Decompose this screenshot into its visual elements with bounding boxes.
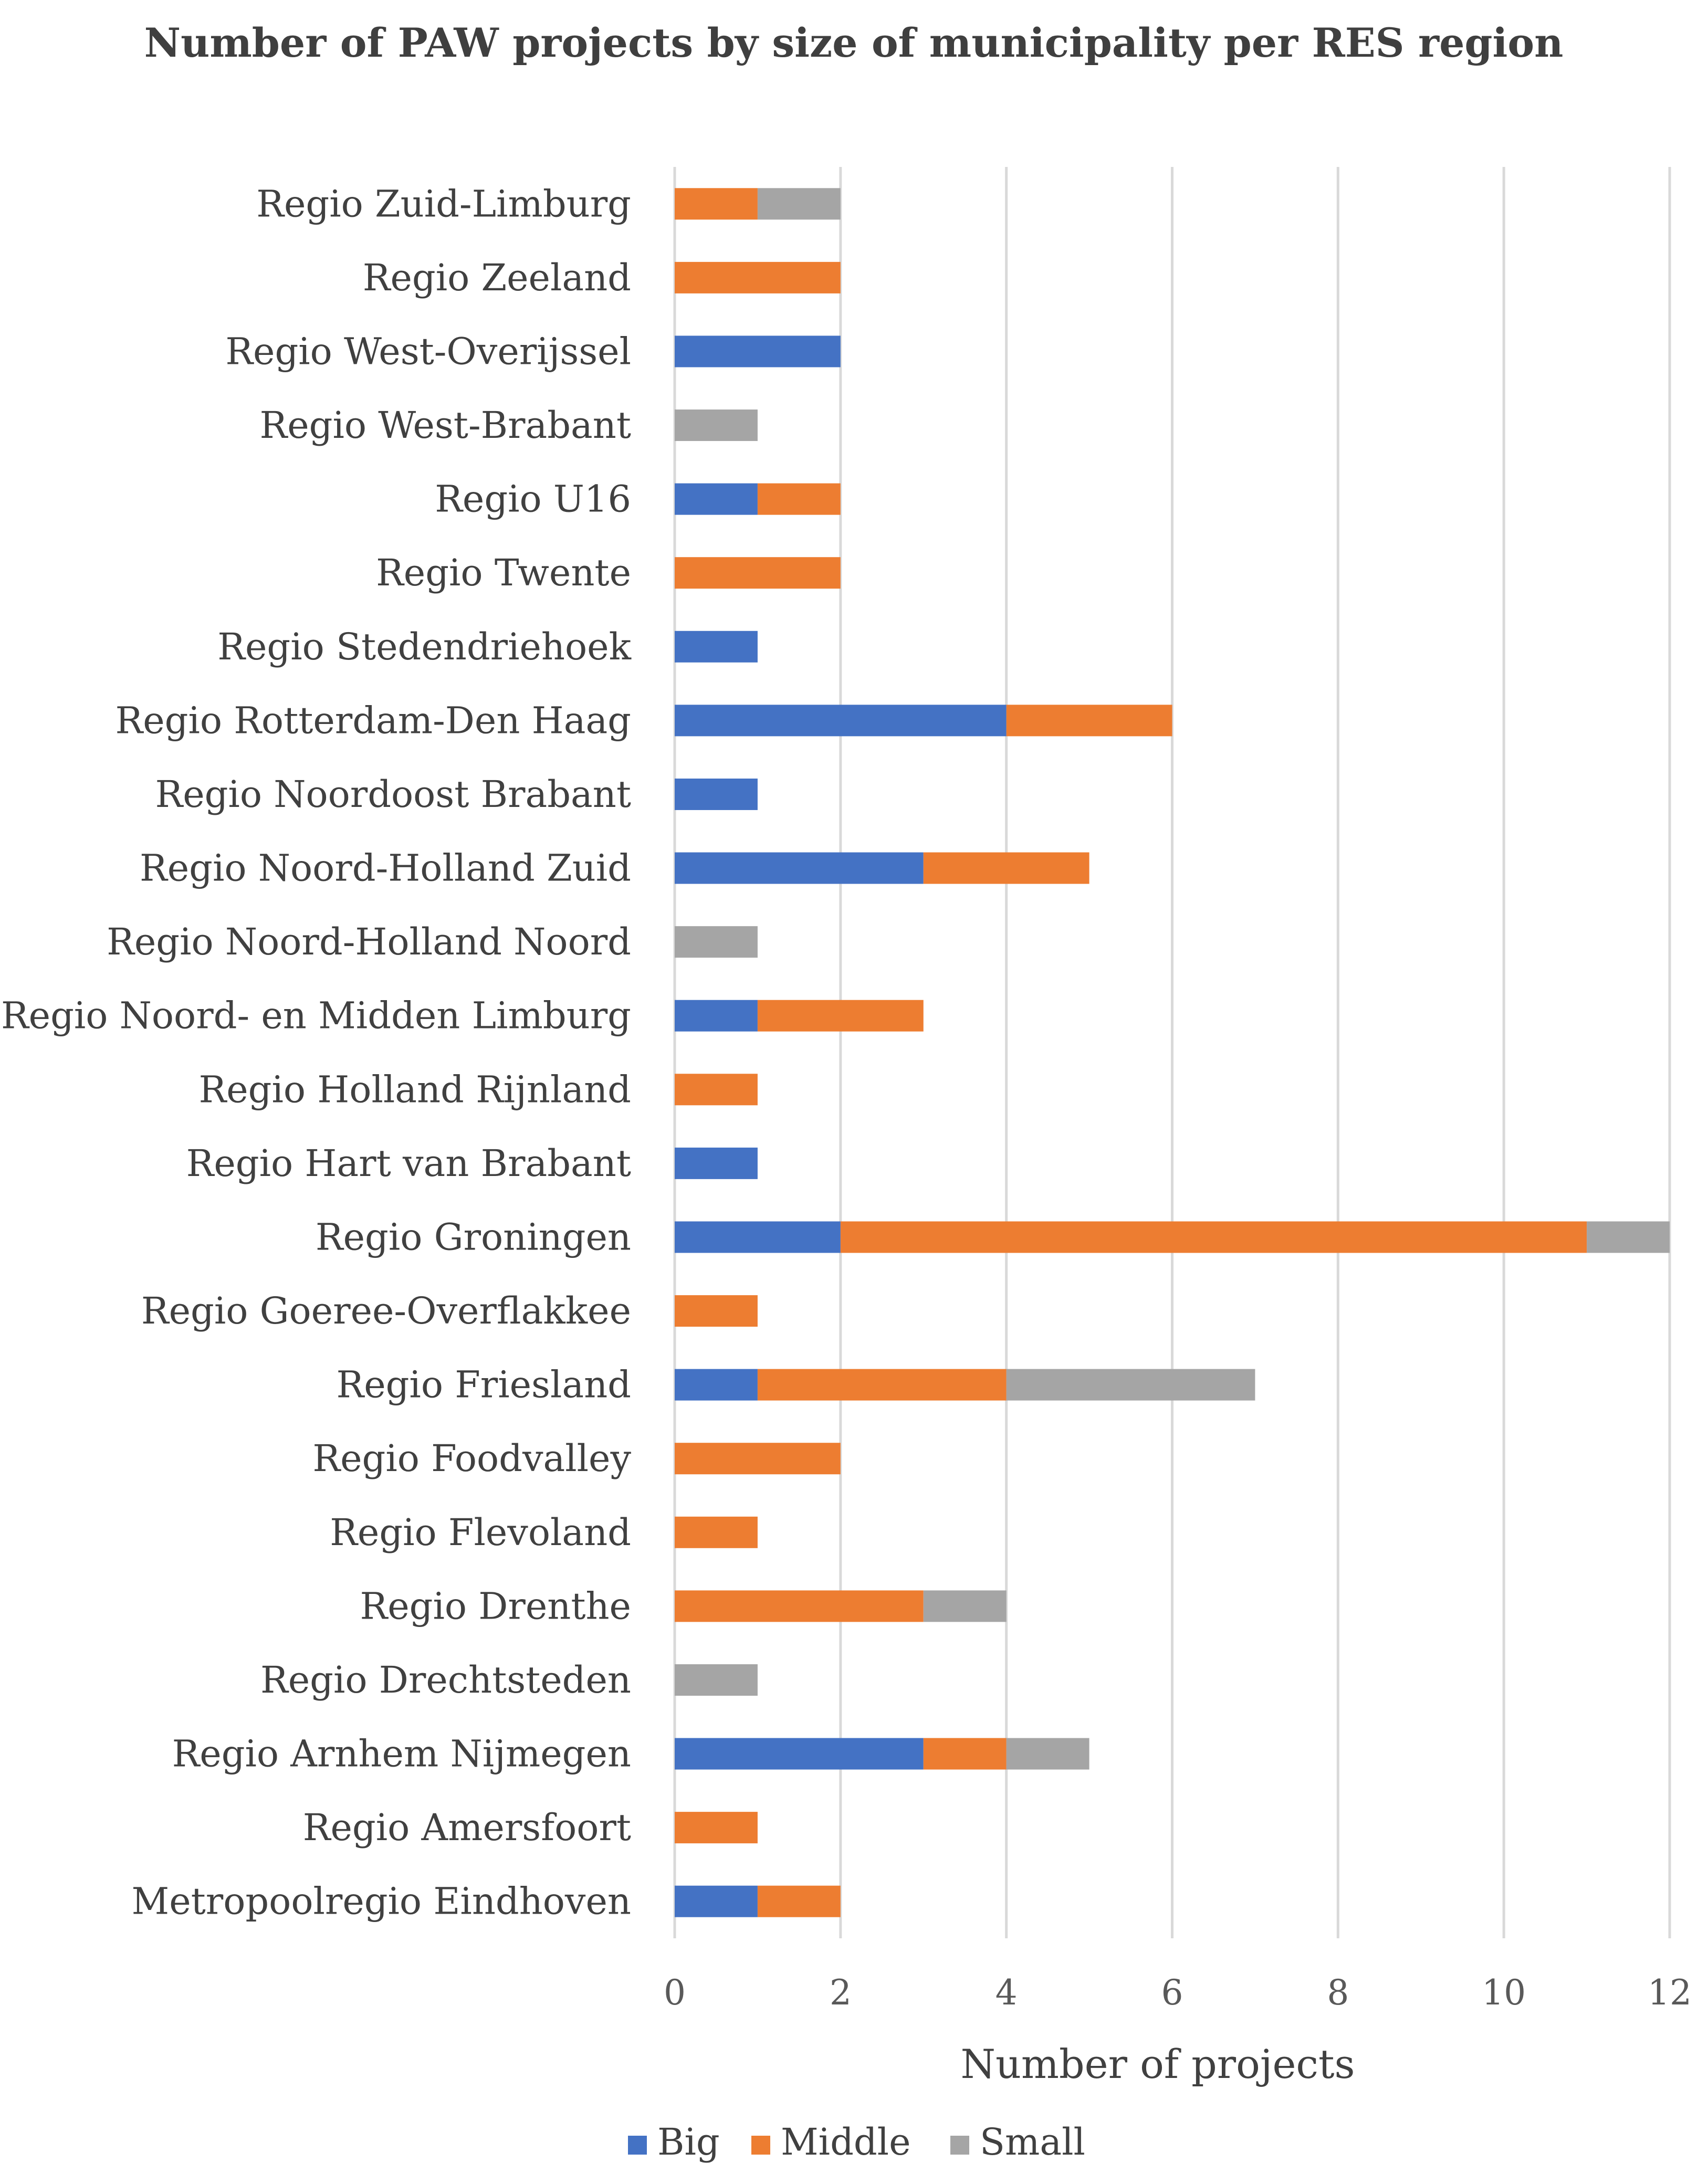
bar-middle: [675, 1590, 924, 1622]
bar-middle: [675, 1812, 758, 1844]
category-label: Regio Amersfoort: [303, 1806, 631, 1849]
x-tick-label-6: 6: [1161, 1972, 1183, 2013]
category-label: Regio Noord-Holland Noord: [107, 920, 631, 963]
bars: [675, 188, 1670, 1917]
bar-middle: [840, 1221, 1587, 1253]
gridlines: [673, 167, 1671, 1938]
bar-middle: [675, 557, 841, 589]
bar-big: [675, 1369, 758, 1401]
bar-small: [757, 188, 841, 220]
category-label: Regio Foodvalley: [312, 1437, 631, 1480]
bar-big: [675, 483, 758, 515]
bar-small: [675, 1664, 758, 1696]
bar-small: [923, 1590, 1007, 1622]
category-label: Regio Holland Rijnland: [199, 1068, 631, 1111]
category-label: Regio Stedendriehoek: [217, 625, 631, 668]
category-label: Regio Flevoland: [330, 1511, 631, 1554]
legend-label-middle: Middle: [781, 2120, 911, 2164]
bar-small: [1006, 1369, 1255, 1401]
category-label: Regio Hart van Brabant: [186, 1142, 631, 1185]
legend-swatch-big: [628, 2136, 647, 2155]
x-tick-label-10: 10: [1482, 1972, 1526, 2013]
bar-small: [1587, 1221, 1670, 1253]
category-label: Regio Zeeland: [363, 256, 631, 299]
x-axis-title: Number of projects: [960, 2041, 1355, 2087]
category-label: Regio Groningen: [316, 1215, 631, 1258]
category-label: Regio Noord- en Midden Limburg: [1, 994, 631, 1037]
bar-big: [675, 852, 924, 884]
bar-middle: [675, 188, 758, 220]
bar-middle: [757, 1000, 924, 1032]
bar-small: [1006, 1738, 1089, 1770]
chart-title: Number of PAW projects by size of munici…: [144, 19, 1564, 66]
category-labels: Regio Zuid-Limburg Regio Zeeland Regio Wes…: [1, 182, 632, 1923]
bar-big: [675, 1221, 841, 1253]
x-tick-label-8: 8: [1327, 1972, 1349, 2013]
category-label: Regio West-Overijssel: [225, 330, 631, 373]
bar-middle: [1006, 705, 1172, 737]
x-tick-label-0: 0: [664, 1972, 686, 2013]
bar-middle: [757, 1885, 841, 1917]
bar-middle: [675, 1443, 841, 1475]
x-tick-label-12: 12: [1648, 1972, 1692, 2013]
bar-middle: [923, 1738, 1007, 1770]
category-label: Regio West-Brabant: [260, 404, 632, 447]
bar-big: [675, 1000, 758, 1032]
bar-middle: [757, 483, 841, 515]
legend: Big Middle Small: [628, 2120, 1085, 2164]
bar-middle: [675, 1295, 758, 1327]
bar-big: [675, 778, 758, 810]
category-label: Regio Noordoost Brabant: [155, 773, 631, 816]
legend-label-small: Small: [980, 2120, 1085, 2164]
bar-middle: [757, 1369, 1007, 1401]
legend-swatch-small: [950, 2136, 969, 2155]
bar-big: [675, 1147, 758, 1179]
bar-middle: [675, 261, 841, 293]
bar-big: [675, 1738, 924, 1770]
category-label: Regio U16: [435, 478, 631, 521]
x-tick-label-4: 4: [996, 1972, 1018, 2013]
x-tick-labels: 0 2 4 6 8 10 12: [664, 1972, 1692, 2013]
bar-small: [675, 410, 758, 442]
bar-middle: [675, 1074, 758, 1106]
bar-small: [675, 926, 758, 958]
category-label: Regio Twente: [376, 551, 631, 594]
category-label: Regio Zuid-Limburg: [256, 182, 631, 225]
category-label: Regio Rotterdam-Den Haag: [116, 699, 632, 742]
category-label: Regio Goeree-Overflakkee: [141, 1289, 631, 1332]
legend-label-big: Big: [657, 2120, 720, 2164]
x-tick-label-2: 2: [830, 1972, 852, 2013]
category-label: Regio Noord-Holland Zuid: [140, 847, 631, 890]
bar-big: [675, 631, 758, 663]
bar-big: [675, 705, 1007, 737]
category-label: Metropoolregio Eindhoven: [132, 1880, 631, 1923]
category-label: Regio Drechtsteden: [260, 1658, 631, 1702]
category-label: Regio Friesland: [336, 1363, 631, 1406]
bar-middle: [675, 1516, 758, 1548]
bar-big: [675, 1885, 758, 1917]
bar-middle: [923, 852, 1089, 884]
bar-big: [675, 335, 841, 368]
category-label: Regio Drenthe: [360, 1584, 631, 1628]
legend-swatch-middle: [751, 2136, 770, 2155]
category-label: Regio Arnhem Nijmegen: [172, 1732, 631, 1776]
